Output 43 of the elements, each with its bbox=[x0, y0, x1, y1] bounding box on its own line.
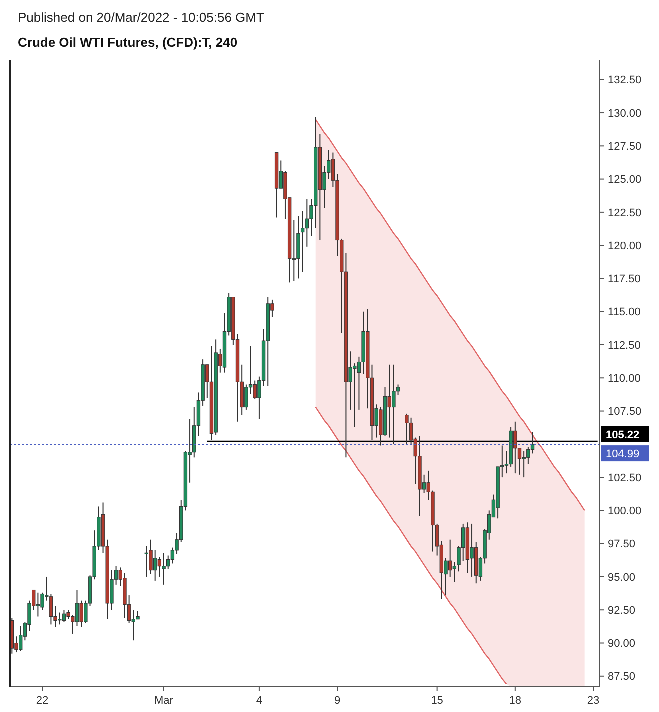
y-tick-label: 122.50 bbox=[608, 207, 642, 220]
candlestick bbox=[62, 610, 66, 623]
y-tick-label: 100.00 bbox=[608, 506, 642, 518]
candlestick bbox=[18, 626, 23, 652]
y-tick-label: 112.50 bbox=[608, 340, 641, 352]
y-tick-label: 110.00 bbox=[608, 372, 641, 385]
y-tick-label: 127.50 bbox=[608, 141, 642, 154]
candlestick bbox=[36, 592, 40, 618]
candlestick bbox=[405, 413, 409, 445]
y-tick-label: 90.00 bbox=[608, 638, 636, 650]
chart-title: Crude Oil WTI Futures, (CFD):T, 240 bbox=[18, 35, 238, 50]
candlestick bbox=[452, 562, 457, 583]
y-tick-label: 92.50 bbox=[608, 604, 636, 617]
y-tick-label: 95.00 bbox=[608, 572, 636, 584]
candlestick bbox=[158, 556, 162, 578]
candlestick bbox=[75, 590, 80, 627]
y-tick-label: 132.50 bbox=[608, 74, 642, 87]
candlestick bbox=[49, 594, 54, 626]
y-tick-label: 120.00 bbox=[608, 240, 642, 252]
y-tick-label: 87.50 bbox=[608, 671, 636, 684]
candlestick bbox=[153, 550, 158, 582]
y-tick-label: 107.50 bbox=[608, 406, 642, 418]
x-tick-label: Mar bbox=[154, 695, 174, 707]
x-tick-label: 15 bbox=[431, 695, 444, 707]
chart-subtitle: Published on 20/Mar/2022 - 10:05:56 GMT bbox=[18, 10, 264, 25]
x-tick-label: 4 bbox=[256, 695, 263, 707]
x-tick-label: 9 bbox=[334, 695, 341, 707]
data-label: 105.22 bbox=[606, 429, 640, 442]
y-tick-label: 115.00 bbox=[608, 306, 641, 319]
line-series bbox=[315, 406, 508, 685]
line-series bbox=[315, 119, 586, 512]
ref-line-label: 104.99 bbox=[606, 448, 640, 460]
y-tick-label: 102.50 bbox=[608, 472, 642, 484]
y-tick-label: 125.00 bbox=[608, 174, 642, 186]
y-tick-label: 130.00 bbox=[608, 108, 642, 120]
x-tick-label: 23 bbox=[587, 695, 600, 707]
y-tick-label: 117.50 bbox=[608, 274, 641, 286]
candlestick bbox=[530, 432, 535, 454]
x-tick-label: 18 bbox=[509, 695, 522, 707]
y-tick-label: 97.50 bbox=[608, 538, 636, 551]
candlestick bbox=[144, 546, 149, 578]
x-tick-label: 22 bbox=[36, 695, 49, 707]
candlestick bbox=[461, 523, 466, 562]
